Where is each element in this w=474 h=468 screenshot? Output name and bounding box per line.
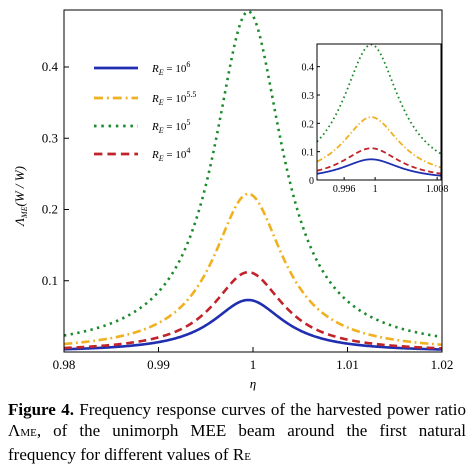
caption-text-b: , of the unimorph MEE beam around the fi… (8, 421, 466, 464)
inset-plot-series (317, 44, 441, 177)
y-tick-label: 0.3 (302, 91, 315, 102)
inset-plot-frame (316, 43, 442, 181)
series-line-0 (317, 158, 441, 177)
caption-label: Figure 4. (8, 400, 74, 419)
y-tick-label: 0.2 (42, 202, 58, 217)
legend-label-2: RE = 105 (151, 118, 190, 135)
caption-text-a: Frequency response curves of the harvest… (8, 400, 466, 440)
y-tick-label: 0.2 (302, 119, 315, 130)
series-line-1 (317, 116, 441, 169)
caption-sub-e: E (244, 451, 251, 463)
legend-label-3: RE = 104 (151, 146, 190, 163)
x-tick-label: 0.996 (333, 184, 356, 195)
inset-background (317, 44, 441, 180)
legend-label-1: RE = 105.5 (151, 90, 196, 107)
x-tick-label: 1.02 (431, 357, 454, 372)
y-axis-label-unit: (W / W) (12, 166, 27, 206)
y-axis-label-lambda: Λ (12, 218, 27, 228)
series-line-1 (64, 192, 442, 347)
main-axis-ticks: 0.98 0.99 1 1.01 1.02 0.1 0.2 0.3 0.4 (42, 59, 454, 372)
y-axis-label: ΛME(W / W) (12, 166, 29, 228)
x-tick-label: 1.008 (426, 184, 449, 195)
main-plot-series (64, 10, 442, 351)
chart: 0.98 0.99 1 1.01 1.02 0.1 0.2 0.3 0.4 η ΛME(W / … (12, 9, 454, 391)
x-tick-label: 1 (250, 357, 257, 372)
caption-sub-me: ME (20, 427, 37, 439)
legend-label-0: RE = 106 (151, 60, 190, 77)
x-axis-label: η (250, 376, 256, 391)
y-tick-label: 0.3 (42, 130, 58, 145)
series-line-0 (64, 298, 442, 351)
x-tick-label: 1 (373, 184, 378, 195)
x-tick-label: 1.01 (336, 357, 359, 372)
y-tick-label: 0.1 (42, 273, 58, 288)
y-tick-label: 0.1 (302, 148, 315, 159)
series-line-3 (317, 147, 441, 175)
inset-axis-ticks: 0.996 1 1.008 0 0.1 0.2 0.3 0.4 (302, 63, 449, 195)
series-line-3 (64, 270, 442, 350)
x-tick-label: 0.98 (53, 357, 76, 372)
y-tick-label: 0.4 (42, 59, 59, 74)
y-tick-label: 0 (309, 176, 314, 187)
legend: RE = 106 RE = 105.5 RE = 105 RE = 104 (94, 60, 196, 163)
figure-caption: Figure 4. Frequency response curves of t… (8, 399, 466, 468)
y-axis-label-sub: ME (20, 206, 29, 219)
y-tick-label: 0.4 (302, 63, 315, 74)
x-tick-label: 0.99 (147, 357, 170, 372)
